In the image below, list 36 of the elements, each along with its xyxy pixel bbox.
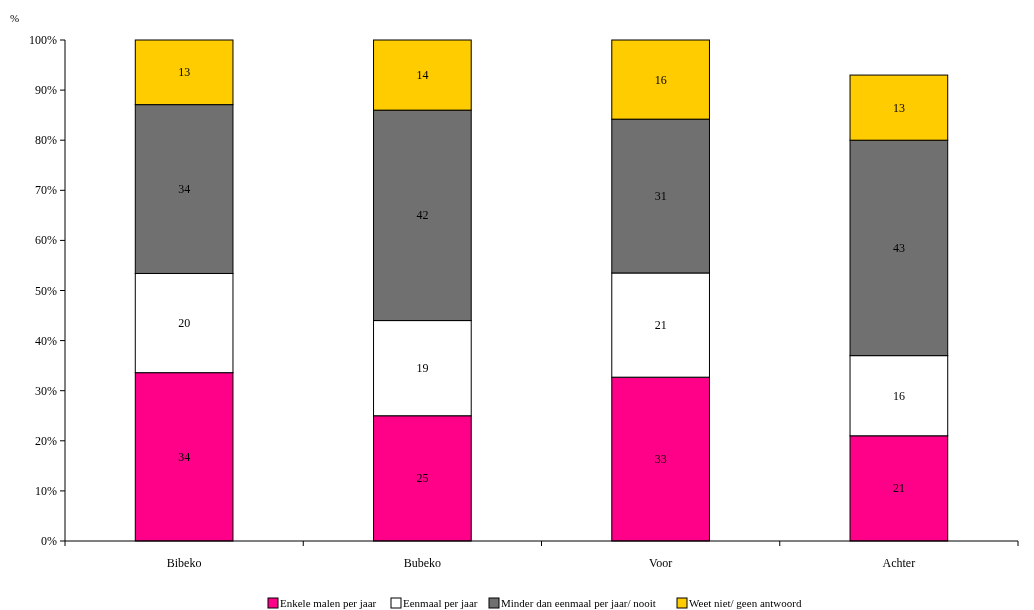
y-tick-label: 10% bbox=[35, 483, 57, 498]
data-label: 21 bbox=[654, 318, 667, 333]
data-label: 34 bbox=[178, 449, 191, 464]
data-label: 13 bbox=[892, 100, 905, 115]
data-label: 43 bbox=[892, 240, 905, 255]
data-label: 21 bbox=[892, 481, 905, 496]
data-label: 16 bbox=[654, 72, 667, 87]
legend-label: Eenmaal per jaar bbox=[403, 597, 478, 609]
legend-label: Enkele malen per jaar bbox=[280, 597, 377, 609]
data-label: 25 bbox=[416, 471, 429, 486]
y-tick-label: 0% bbox=[41, 534, 57, 548]
y-tick-label: 50% bbox=[35, 283, 57, 298]
data-label: 16 bbox=[892, 388, 905, 403]
y-tick-label: 100% bbox=[29, 33, 57, 47]
y-tick-label: 60% bbox=[35, 233, 57, 248]
legend-label: Weet niet/ geen antwoord bbox=[689, 597, 802, 609]
y-tick-label: 90% bbox=[35, 83, 57, 98]
y-tick-label: 70% bbox=[35, 183, 57, 198]
data-label: 19 bbox=[416, 361, 429, 376]
y-tick-label: 30% bbox=[35, 383, 57, 398]
x-tick-label: Achter bbox=[882, 556, 916, 570]
y-axis-title: % bbox=[10, 12, 20, 24]
data-label: 14 bbox=[416, 68, 429, 83]
y-tick-label: 20% bbox=[35, 433, 57, 448]
x-tick-label: Bibeko bbox=[166, 556, 202, 570]
data-label: 20 bbox=[178, 316, 191, 331]
data-label: 31 bbox=[654, 189, 667, 204]
y-tick-label: 80% bbox=[35, 133, 57, 148]
legend-label: Minder dan eenmaal per jaar/ nooit bbox=[501, 597, 656, 609]
data-label: 33 bbox=[654, 452, 667, 467]
data-label: 42 bbox=[416, 208, 429, 223]
y-tick-label: 40% bbox=[35, 333, 57, 348]
data-label: 34 bbox=[178, 182, 191, 197]
data-label: 13 bbox=[178, 65, 191, 80]
x-tick-label: Bubeko bbox=[403, 556, 442, 570]
x-tick-label: Voor bbox=[649, 556, 673, 570]
